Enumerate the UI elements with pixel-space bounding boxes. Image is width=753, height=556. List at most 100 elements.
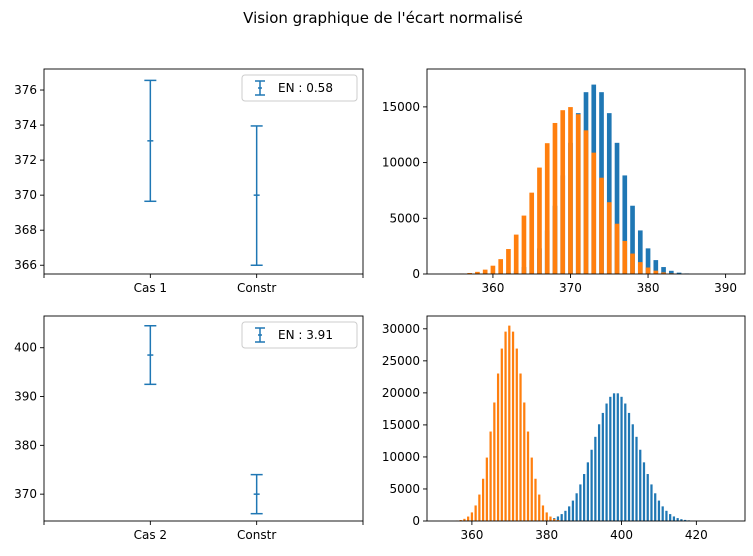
x-tick-label: Constr [237, 528, 276, 542]
histogram-bar [601, 412, 604, 521]
axes-frame-0 [43, 68, 364, 275]
histogram-bar [538, 494, 541, 521]
histogram-bar [513, 234, 519, 274]
histogram-bar [657, 500, 661, 521]
histogram-bar [624, 403, 627, 521]
legend-label: EN : 0.58 [278, 81, 333, 95]
histogram-panel-3: 0 5000 10000 15000 20000 25000 30000 360 380 400 4… [382, 315, 746, 542]
x-tick-label: 380 [637, 281, 660, 295]
y-tick-label: 5000 [389, 211, 420, 225]
histogram-bar [620, 396, 623, 521]
y-tick-label: 376 [14, 83, 37, 97]
histogram-bar [498, 259, 504, 274]
histogram-panel-1: 0 5000 10000 15000 360 370 380 390 [382, 68, 746, 295]
y-tick-label: 0 [412, 267, 420, 281]
histogram-bar [645, 248, 651, 274]
histogram-bar [645, 267, 651, 274]
y-tick-label: 370 [14, 487, 37, 501]
histogram-bar [564, 510, 567, 521]
x-tick-label: 390 [714, 281, 737, 295]
histogram-bar [519, 373, 522, 521]
histogram-bar [523, 402, 526, 521]
errorbar-panel-0: 366 368 370 372 374 376 Cas 1 Constr EN : 0.58 [14, 68, 364, 295]
histogram-bar [616, 393, 619, 521]
histogram-bar [537, 167, 542, 274]
histogram-bar [474, 505, 477, 521]
errorbar-panel-2: 370 380 390 400 Cas 2 Constr EN : 3.91 [14, 315, 364, 542]
histogram-bar [560, 514, 563, 521]
histogram-bar [622, 240, 628, 274]
y-tick-label: 15000 [382, 418, 420, 432]
histogram-bar [661, 267, 666, 274]
histogram-bar [642, 462, 646, 521]
histogram-bar [684, 519, 687, 521]
histogram-bar [665, 510, 668, 521]
histogram-bar [511, 331, 515, 521]
histogram-bar [672, 516, 676, 521]
histogram-bar [556, 516, 560, 521]
y-tick-label: 400 [14, 341, 37, 355]
histogram-bar [637, 262, 643, 274]
histogram-bar [529, 192, 535, 274]
y-tick-label: 370 [14, 188, 37, 202]
histogram-bar [661, 506, 664, 521]
histogram-bar [485, 457, 488, 521]
axes-frame-2 [43, 315, 364, 522]
histogram-bar [661, 272, 666, 274]
histogram-bar [568, 506, 571, 521]
histogram-bar [639, 449, 642, 521]
histogram-bar [530, 457, 533, 521]
histogram-bar [605, 403, 608, 521]
histogram-bar [583, 130, 589, 274]
histogram-bar [481, 478, 485, 521]
legend-box [241, 74, 358, 102]
histogram-bar [478, 494, 481, 521]
histogram-bar [637, 230, 643, 274]
histogram-bar [575, 493, 578, 521]
histogram-bar [653, 260, 659, 274]
histogram-bar [515, 348, 518, 521]
histogram-bar [560, 110, 566, 274]
histogram-bar [630, 205, 635, 274]
x-tick-label: Cas 1 [134, 281, 167, 295]
histogram-bar [630, 253, 635, 274]
x-tick-label: Cas 2 [134, 528, 167, 542]
y-tick-label: 372 [14, 153, 37, 167]
histogram-bar [506, 249, 511, 274]
histogram-bar [504, 331, 507, 521]
histogram-bar [463, 518, 466, 521]
histogram-bar [470, 512, 474, 521]
histogram-bar [521, 215, 527, 274]
histogram-bar [467, 273, 472, 274]
histogram-bar [606, 113, 612, 274]
x-tick-label: Constr [237, 281, 276, 295]
histogram-bar [653, 270, 659, 274]
histogram-series-1 [455, 325, 563, 521]
histogram-bar [650, 484, 653, 521]
histogram-bar [668, 270, 674, 274]
figure-title: Vision graphique de l'écart normalisé [243, 9, 523, 27]
histogram-bar [612, 393, 616, 521]
y-tick-label: 380 [14, 438, 37, 452]
legend-label: EN : 3.91 [278, 328, 333, 342]
y-tick-label: 0 [412, 514, 420, 528]
histogram-bar [459, 520, 462, 521]
histogram-bar [544, 143, 550, 274]
histogram-bar [568, 107, 573, 274]
y-tick-label: 390 [14, 390, 37, 404]
histogram-bar [496, 373, 500, 521]
histogram-bar [500, 348, 503, 521]
histogram-bar [508, 325, 511, 521]
histogram-bar [646, 474, 649, 521]
histogram-bar [627, 412, 631, 521]
histogram-bar [556, 520, 560, 521]
histogram-bar [583, 474, 586, 521]
x-tick-label: 380 [535, 528, 558, 542]
histogram-bar [669, 514, 672, 521]
histogram-bar [654, 493, 657, 521]
histogram-bar [489, 431, 492, 521]
histogram-bar [553, 518, 556, 521]
histogram-bar [541, 505, 545, 521]
x-tick-label: 370 [559, 281, 582, 295]
